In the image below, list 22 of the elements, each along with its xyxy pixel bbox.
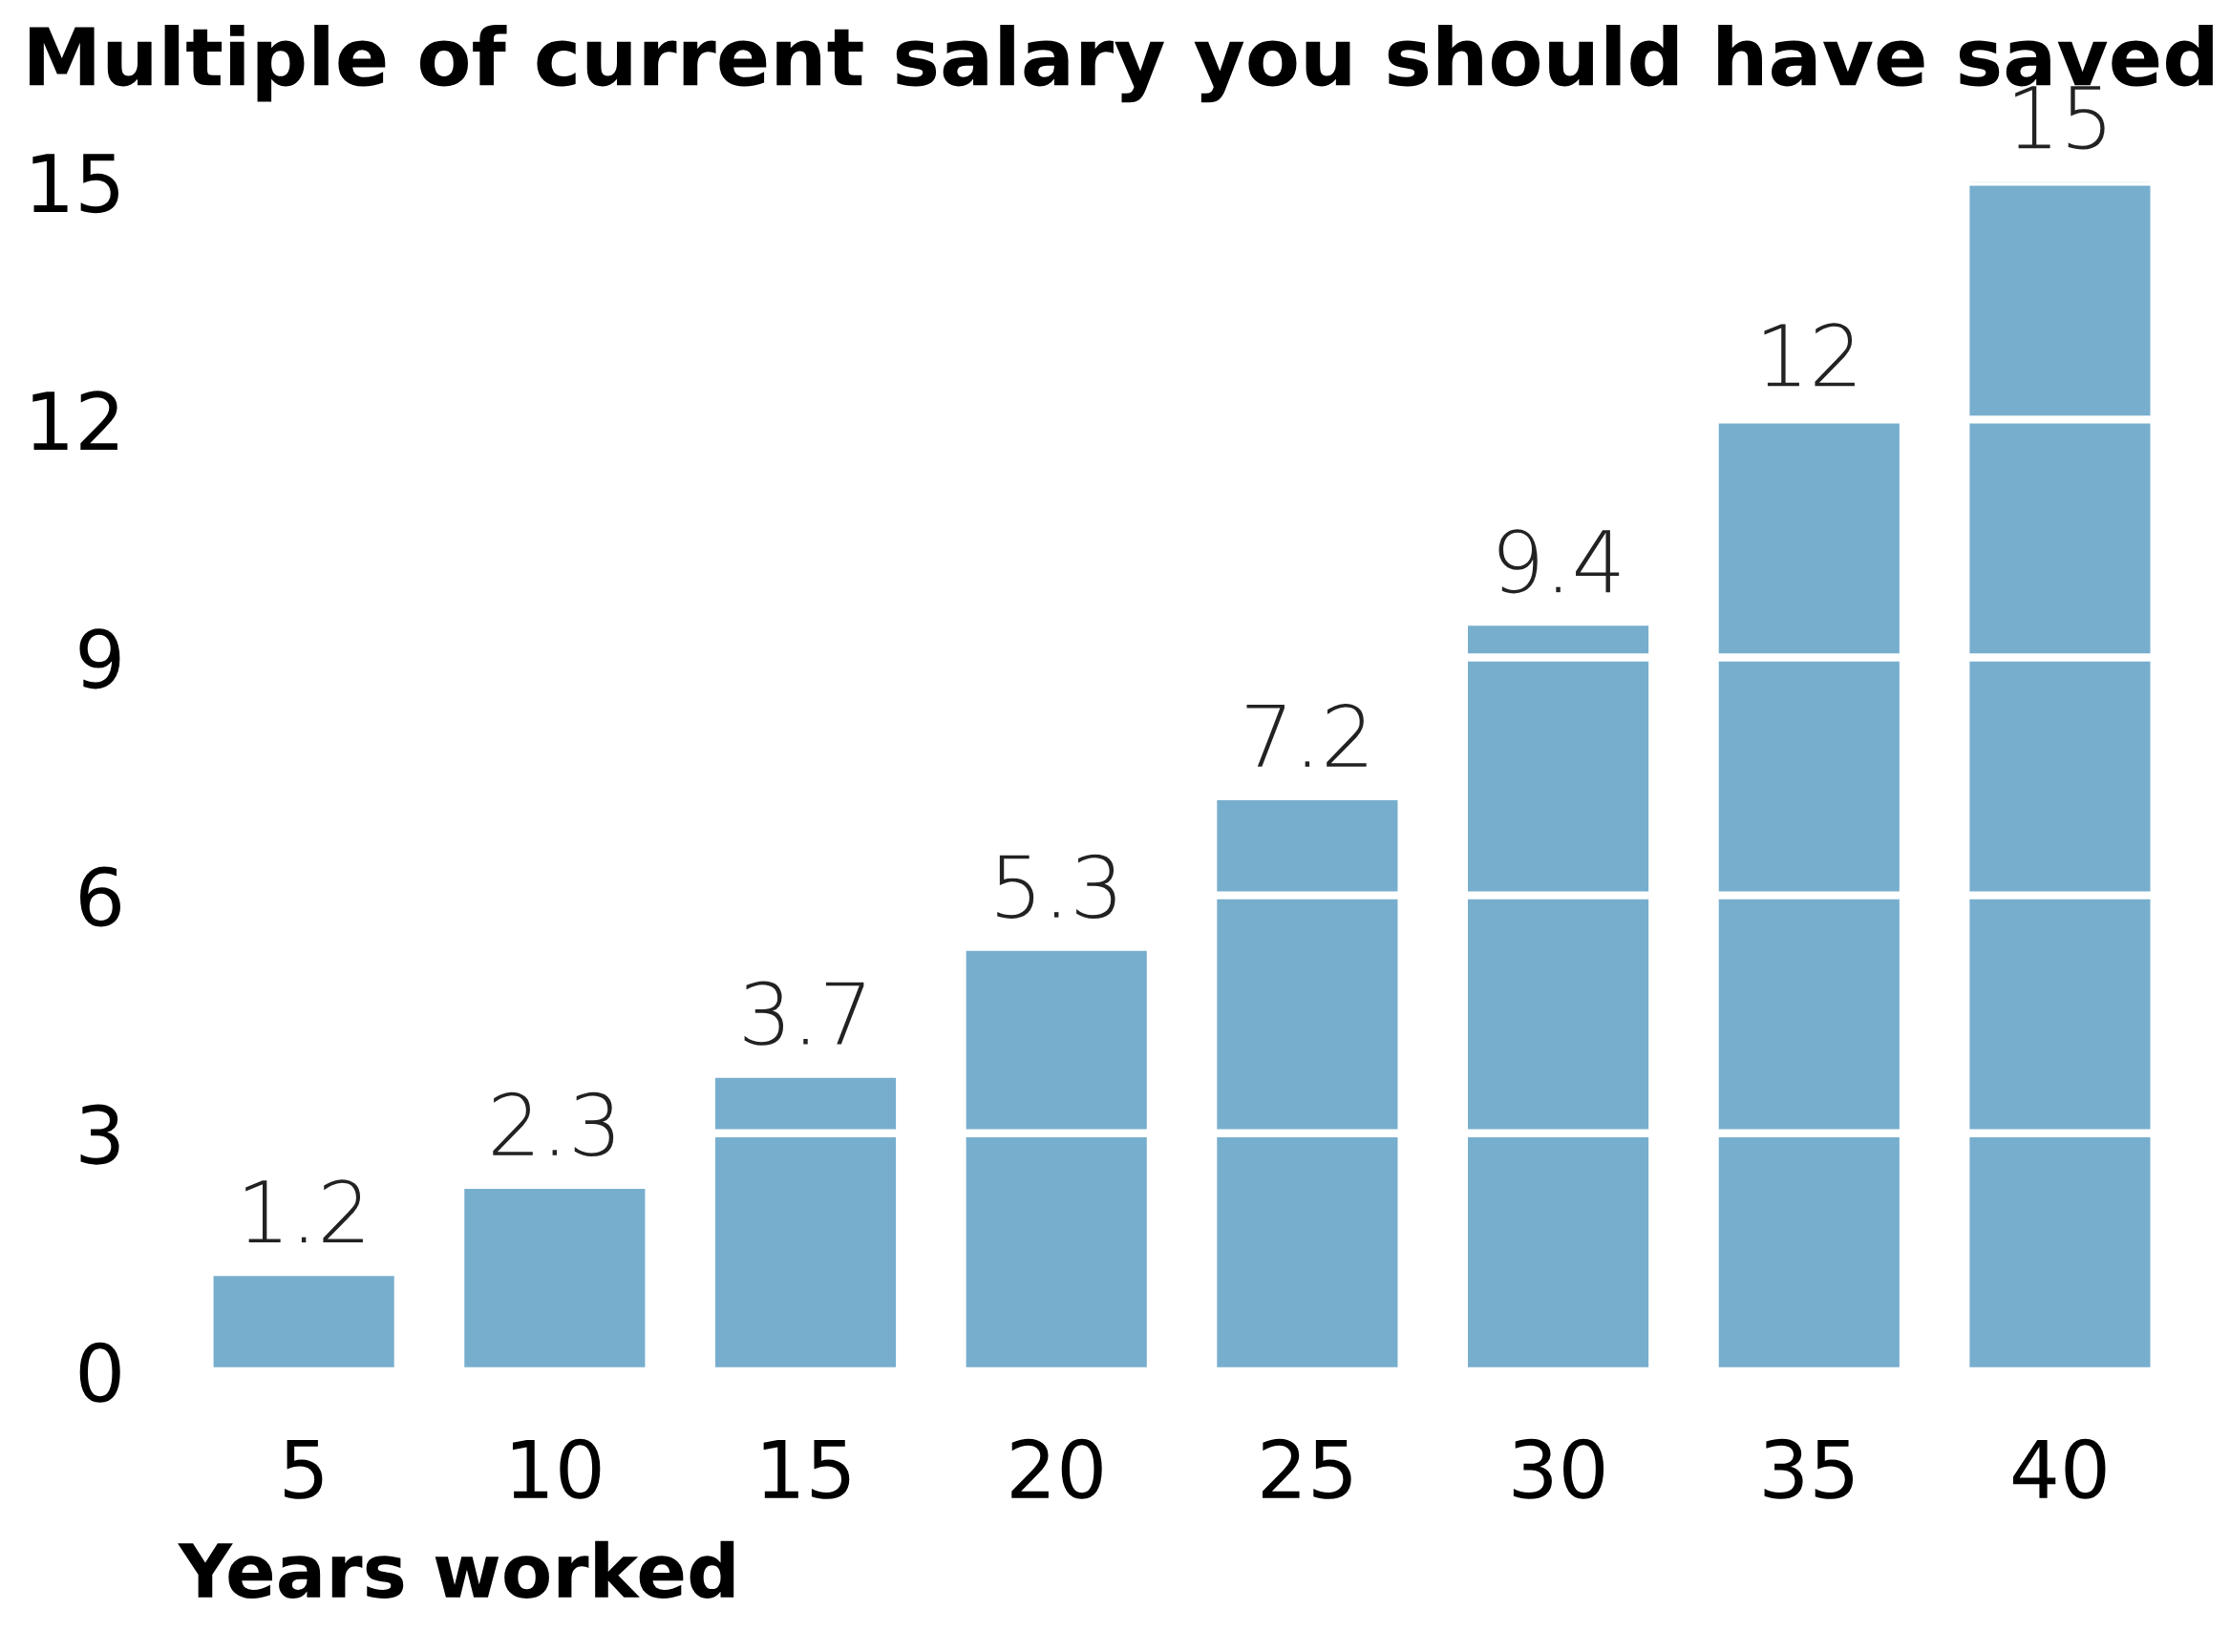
x-tick-label: 25 bbox=[1262, 1438, 1351, 1499]
data-label: 12 bbox=[1764, 323, 1855, 387]
data-label: 1.2 bbox=[245, 1179, 363, 1243]
y-tick-label: 6 bbox=[80, 866, 120, 927]
y-tick-label: 0 bbox=[79, 1342, 120, 1403]
x-tick-label: 40 bbox=[2013, 1438, 2106, 1499]
y-tick-label: 15 bbox=[32, 154, 118, 214]
data-label: 7.2 bbox=[1246, 703, 1367, 767]
data-label: 3.7 bbox=[744, 981, 864, 1046]
x-tick-label: 5 bbox=[285, 1439, 323, 1499]
x-tick-label: 15 bbox=[763, 1439, 850, 1499]
x-tick-label: 30 bbox=[1513, 1438, 1604, 1499]
x-axis-title: Years worked bbox=[178, 1540, 734, 1599]
x-tick-label: 20 bbox=[1011, 1438, 1102, 1499]
y-tick-label: 9 bbox=[79, 628, 120, 689]
data-label: 5.3 bbox=[997, 854, 1115, 919]
data-label: 9.4 bbox=[1498, 529, 1620, 594]
y-tick-label: 3 bbox=[80, 1104, 119, 1165]
x-tick-label: 35 bbox=[1764, 1438, 1854, 1499]
x-tick-label: 10 bbox=[512, 1438, 601, 1499]
y-tick-label: 12 bbox=[32, 391, 117, 451]
data-label: 2.3 bbox=[493, 1091, 614, 1157]
